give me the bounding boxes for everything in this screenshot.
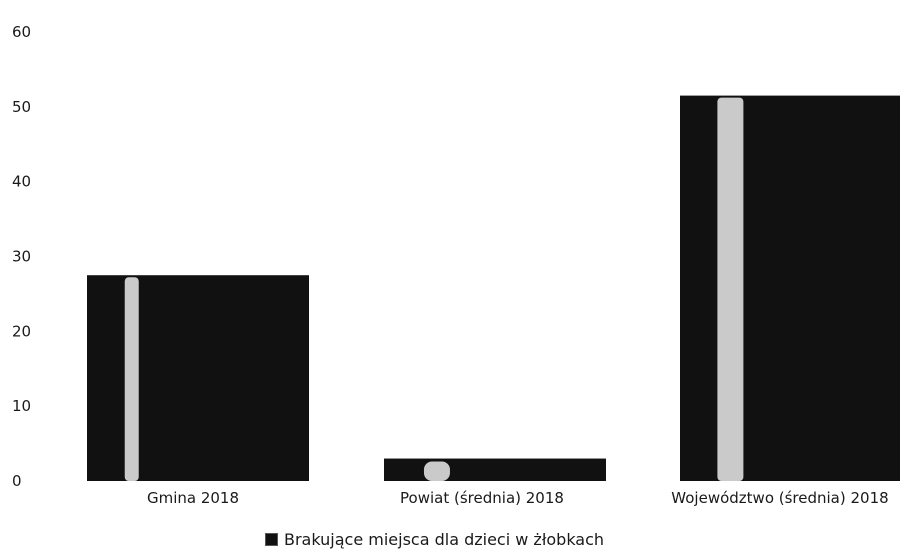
x-category-label: Województwo (średnia) 2018 <box>671 489 888 507</box>
x-category-label: Powiat (średnia) 2018 <box>400 489 564 507</box>
bar <box>680 95 900 481</box>
bar-fill <box>384 458 606 481</box>
y-tick-label: 40 <box>12 173 31 191</box>
legend: Brakujące miejsca dla dzieci w żłobkach <box>265 528 604 550</box>
bars-group <box>87 95 900 481</box>
y-axis: 0 10 20 30 40 50 60 <box>12 23 31 490</box>
y-tick-label: 20 <box>12 322 31 340</box>
y-tick-label: 30 <box>12 248 31 266</box>
legend-swatch <box>265 532 278 546</box>
bar-fill <box>87 275 309 481</box>
bar-highlight <box>717 97 744 481</box>
y-tick-label: 10 <box>12 397 31 415</box>
bar <box>384 458 606 481</box>
bar-highlight <box>124 277 139 481</box>
y-tick-label: 50 <box>12 98 31 116</box>
x-axis: Gmina 2018 Powiat (średnia) 2018 Województ… <box>147 489 889 507</box>
bar-fill <box>680 95 900 481</box>
y-tick-label: 0 <box>12 472 22 490</box>
legend-label: Brakujące miejsca dla dzieci w żłobkach <box>284 529 605 549</box>
bar <box>87 275 309 481</box>
x-category-label: Gmina 2018 <box>147 489 239 507</box>
y-tick-label: 60 <box>12 23 31 41</box>
bar-highlight <box>423 461 450 481</box>
